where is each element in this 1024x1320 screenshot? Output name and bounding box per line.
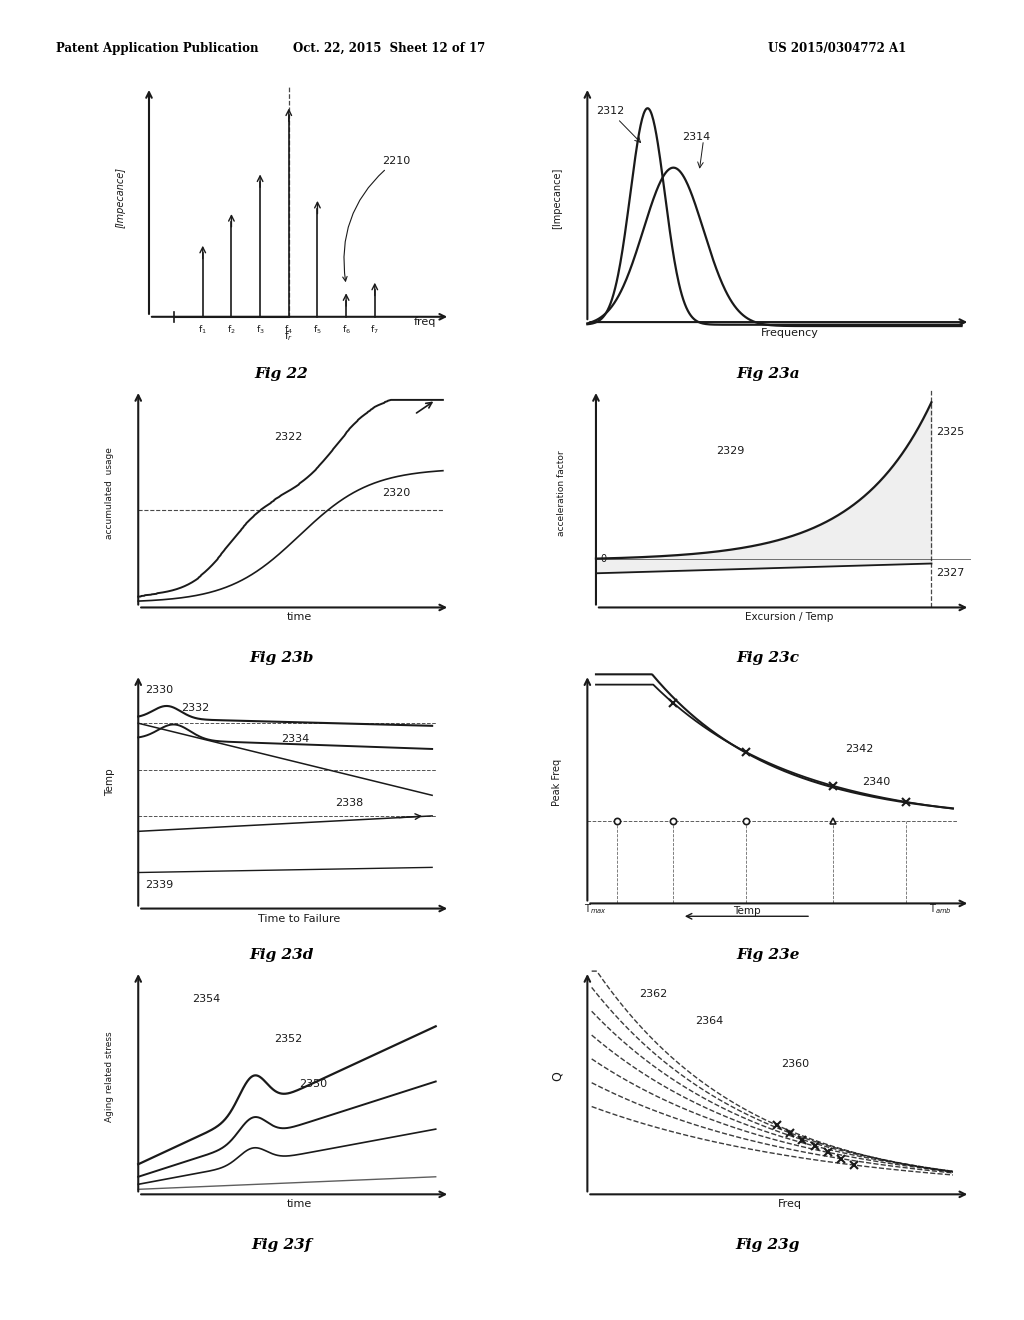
Text: 2332: 2332 — [181, 702, 210, 713]
Text: f$_r$: f$_r$ — [285, 330, 293, 343]
Text: Temp: Temp — [733, 907, 760, 916]
Text: 2327: 2327 — [936, 569, 965, 578]
Text: acceleration factor: acceleration factor — [557, 450, 566, 536]
Text: accumulated  usage: accumulated usage — [105, 446, 114, 539]
Text: 2329: 2329 — [717, 446, 744, 457]
Text: 2325: 2325 — [936, 426, 964, 437]
Text: Freq: Freq — [777, 1200, 802, 1209]
Text: Patent Application Publication: Patent Application Publication — [56, 42, 259, 55]
Text: T$_{max}$: T$_{max}$ — [585, 903, 607, 916]
Text: 2350: 2350 — [299, 1078, 328, 1089]
Text: 2339: 2339 — [145, 880, 174, 891]
Text: 0: 0 — [600, 553, 606, 564]
Text: 2320: 2320 — [382, 487, 411, 498]
Text: 2342: 2342 — [846, 744, 873, 754]
Text: Excursion / Temp: Excursion / Temp — [745, 612, 834, 622]
Text: f$_3$: f$_3$ — [256, 323, 264, 337]
Text: Oct. 22, 2015  Sheet 12 of 17: Oct. 22, 2015 Sheet 12 of 17 — [293, 42, 485, 55]
Text: f$_2$: f$_2$ — [227, 323, 236, 337]
Text: Fig 23c: Fig 23c — [736, 651, 800, 665]
Text: 2340: 2340 — [862, 777, 891, 788]
Text: Q: Q — [551, 1072, 564, 1081]
Text: 2354: 2354 — [193, 994, 220, 1003]
Text: 2338: 2338 — [336, 799, 364, 808]
Text: US 2015/0304772 A1: US 2015/0304772 A1 — [768, 42, 906, 55]
Text: 2322: 2322 — [274, 432, 303, 441]
Text: f$_5$: f$_5$ — [313, 323, 322, 337]
Text: Fig 22: Fig 22 — [255, 367, 308, 381]
Text: f$_6$: f$_6$ — [342, 323, 350, 337]
Text: [Impecance]: [Impecance] — [552, 168, 562, 228]
Text: time: time — [287, 1200, 312, 1209]
Text: Time to Failure: Time to Failure — [258, 913, 341, 924]
Text: T$_{amb}$: T$_{amb}$ — [929, 903, 951, 916]
Text: 2360: 2360 — [781, 1059, 809, 1069]
Text: Fig 23f: Fig 23f — [252, 1238, 311, 1253]
Text: Peak Freq: Peak Freq — [552, 759, 562, 807]
Text: 2312: 2312 — [596, 106, 625, 116]
Text: Fig 23e: Fig 23e — [736, 948, 800, 962]
Text: Fig 23g: Fig 23g — [736, 1238, 800, 1253]
Text: Fig 23d: Fig 23d — [250, 948, 313, 962]
Text: 2352: 2352 — [274, 1034, 303, 1044]
Text: [Impecance]: [Impecance] — [116, 168, 125, 228]
Text: f$_7$: f$_7$ — [371, 323, 379, 337]
Text: Frequency: Frequency — [761, 327, 818, 338]
Text: f$_4$: f$_4$ — [285, 323, 293, 337]
Text: Temp: Temp — [104, 768, 115, 796]
Text: 2314: 2314 — [682, 132, 711, 143]
Text: f$_1$: f$_1$ — [199, 323, 207, 337]
Text: 2210: 2210 — [343, 156, 411, 281]
Text: time: time — [287, 612, 312, 622]
Text: 2330: 2330 — [145, 685, 173, 694]
Text: 2364: 2364 — [695, 1016, 723, 1026]
Text: 2362: 2362 — [639, 989, 668, 999]
Text: Fig 23a: Fig 23a — [736, 367, 800, 381]
Text: Fig 23b: Fig 23b — [250, 651, 313, 665]
Text: 2334: 2334 — [282, 734, 310, 743]
Text: freq: freq — [414, 317, 436, 327]
Text: Aging related stress: Aging related stress — [105, 1031, 114, 1122]
